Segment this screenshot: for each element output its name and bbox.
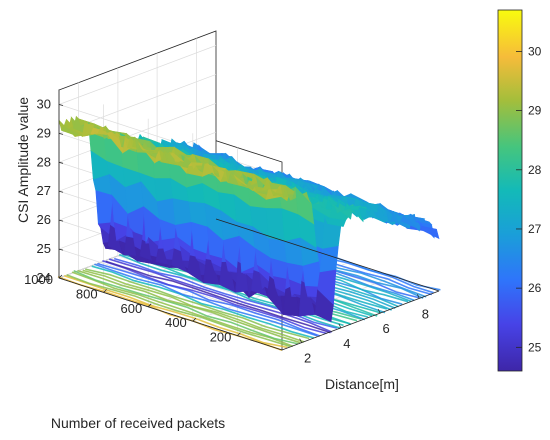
z-tick-label: 28 (37, 154, 51, 169)
floor-strand (85, 268, 310, 340)
floor-strand (94, 263, 318, 337)
colorbar-tick-label: 28 (528, 163, 542, 177)
floor-strand (108, 258, 333, 333)
y-axis-line (58, 277, 283, 351)
floor-strand (105, 260, 331, 334)
x-tick-mark (377, 308, 381, 314)
surface-patch (172, 198, 192, 226)
floor-strand (73, 269, 299, 345)
floor-strand (102, 259, 327, 335)
surface-patch (265, 208, 285, 242)
floor-strand (113, 257, 338, 329)
z-tick-mark (58, 248, 64, 251)
y-tick-label: 200 (210, 330, 232, 345)
z-tick-mark (58, 132, 64, 135)
axes-front-edges (58, 90, 440, 351)
z-tick-label: 26 (37, 212, 51, 227)
y-tick-mark (58, 274, 63, 279)
x-axis-label: Distance[m] (325, 376, 399, 392)
x-tick-label: 6 (383, 321, 390, 336)
y-tick-label: 1000 (24, 272, 53, 287)
colorbar: 25 26 27 28 29 30 (497, 9, 542, 372)
z-tick-label: 27 (37, 183, 51, 198)
y-axis-label: Number of received packets (51, 415, 225, 431)
z-tick-mark (58, 219, 64, 222)
x-tick-mark (299, 338, 302, 343)
colorbar-tick-label: 27 (528, 222, 542, 236)
z-tick-mark (58, 161, 64, 164)
z-tick-label: 30 (37, 96, 51, 111)
floor-strand (91, 265, 315, 339)
floor-strand (63, 274, 288, 349)
z-tick-label: 29 (37, 125, 51, 140)
y-tick-mark (192, 317, 197, 322)
x-tick-mark (338, 323, 342, 329)
colorbar-fill (497, 9, 523, 372)
x-tick-label: 4 (343, 336, 350, 351)
floor-strand (82, 269, 305, 343)
surface-patch (319, 245, 339, 273)
colorbar-tick-label: 25 (528, 340, 542, 354)
y-tick-mark (237, 332, 241, 336)
y-tick-mark (147, 303, 152, 308)
x-tick-label: 2 (304, 351, 311, 366)
surface-patch (420, 225, 440, 240)
z-tick-mark (58, 277, 64, 280)
x-tick-label: 8 (422, 306, 429, 321)
z-tick-mark (58, 104, 64, 106)
z-axis-label: CSI Amplitude value (15, 97, 31, 223)
surface-patch (154, 178, 174, 202)
y-tick-label: 400 (165, 315, 187, 330)
surface-plot (58, 115, 440, 323)
floor-strand (71, 271, 294, 348)
colorbar-tick-label: 30 (528, 44, 542, 58)
floor-strand (97, 262, 321, 337)
z-tick-label: 24 (37, 270, 51, 285)
x-tick-mark (417, 294, 420, 299)
z-tick-mark (58, 190, 64, 193)
x-axis-line (281, 290, 440, 351)
colorbar-tick-label: 29 (528, 104, 542, 118)
y-tick-mark (103, 289, 107, 293)
z-tick-label: 25 (37, 241, 51, 256)
y-tick-label: 800 (76, 286, 98, 301)
y-tick-label: 600 (120, 301, 142, 316)
colorbar-tick-label: 26 (528, 281, 542, 295)
floor-strand (66, 274, 291, 348)
floor-edge-right (215, 218, 440, 292)
